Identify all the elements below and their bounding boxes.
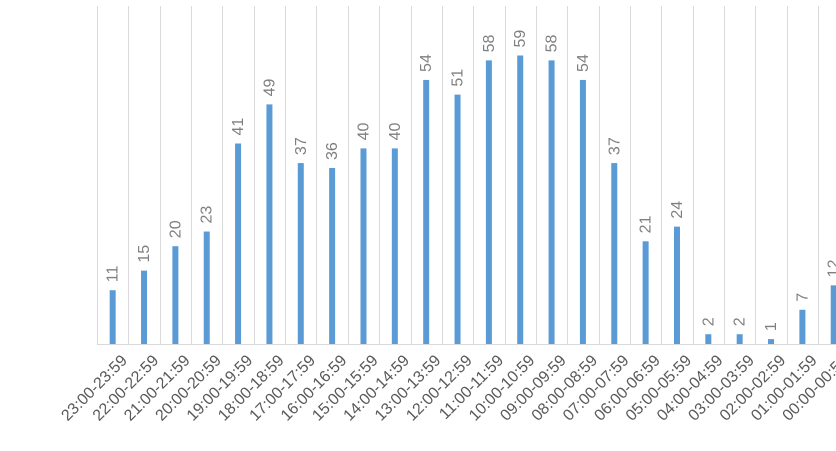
bar-18:00-18:59 (266, 104, 273, 344)
bar-12:00-12:59 (454, 94, 461, 344)
data-label: 37 (293, 137, 310, 155)
data-label: 11 (105, 265, 122, 282)
grid-layer (97, 6, 819, 344)
bar-22:00-22:59 (141, 270, 148, 344)
bar-11:00-11:59 (485, 60, 492, 344)
data-label: 58 (544, 34, 561, 52)
data-label: 1 (763, 322, 780, 331)
bar-14:00-14:59 (391, 148, 398, 344)
bar-13:00-13:59 (423, 79, 430, 344)
data-label: 2 (732, 317, 749, 326)
data-label: 54 (575, 54, 592, 72)
data-label: 2 (700, 317, 717, 326)
bar-06:00-06:59 (642, 241, 649, 344)
bar-01:00-01:59 (799, 309, 806, 344)
bar-19:00-19:59 (235, 143, 242, 344)
bar-16:00-16:59 (329, 167, 336, 344)
data-label: 21 (638, 215, 655, 233)
bar-17:00-17:59 (297, 163, 304, 344)
bar-09:00-09:59 (548, 60, 555, 344)
bar-02:00-02:59 (768, 339, 775, 344)
bar-05:00-05:59 (673, 226, 680, 344)
bar-15:00-15:59 (360, 148, 367, 344)
data-label: 15 (136, 245, 153, 263)
data-label: 58 (481, 34, 498, 52)
data-label: 37 (606, 137, 623, 155)
tick-label-layer: 23:00-23:5922:00-22:5921:00-21:5920:00-2… (58, 352, 836, 424)
bar-layer (109, 55, 836, 345)
data-label: 40 (387, 123, 404, 141)
bar-04:00-04:59 (705, 334, 712, 344)
data-label: 23 (199, 206, 216, 224)
data-label: 36 (324, 142, 341, 160)
data-label: 41 (230, 118, 247, 136)
bar-23:00-23:59 (109, 290, 116, 344)
bar-21:00-21:59 (172, 246, 179, 344)
data-label: 20 (167, 220, 184, 238)
bar-10:00-10:59 (517, 55, 524, 345)
data-label: 54 (418, 54, 435, 72)
data-label: 40 (355, 123, 372, 141)
bar-07:00-07:59 (611, 163, 618, 344)
data-label: 12 (826, 259, 836, 277)
data-label: 49 (261, 78, 278, 96)
data-label: 51 (450, 69, 467, 87)
bar-03:00-03:59 (736, 334, 743, 344)
data-label: 24 (669, 201, 686, 219)
data-label: 59 (512, 30, 529, 48)
data-label: 7 (794, 293, 811, 302)
bar-20:00-20:59 (203, 231, 210, 344)
bar-08:00-08:59 (579, 79, 586, 344)
bar-00:00-00:59 (830, 285, 836, 344)
